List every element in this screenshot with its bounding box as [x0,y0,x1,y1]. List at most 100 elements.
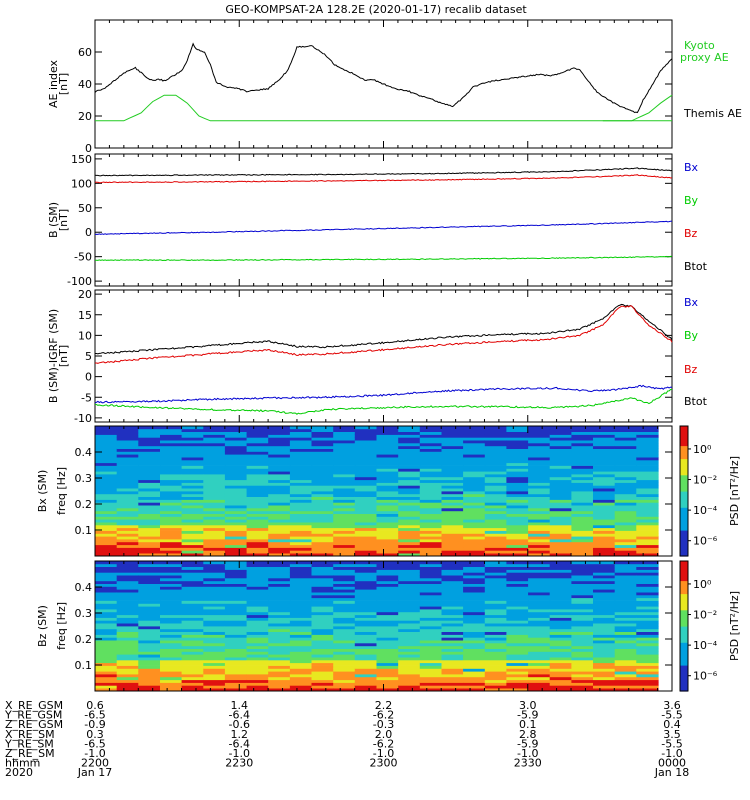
panel-spec-bx-cell [268,530,291,534]
panel-spec-bx-cell [246,457,269,461]
panel-spec-bx-cell [160,428,183,432]
panel-spec-bx-cell [506,431,529,435]
panel-spec-bz-cell [160,614,183,618]
panel-spec-bx-cell [203,451,226,455]
panel-spec-bz-cell [593,668,616,672]
panel-spec-bx-cell [376,553,399,557]
panel-spec-bz-cell [549,674,572,678]
panel-spec-bx-cell [463,505,486,509]
panel-spec-bx-cell [593,431,616,435]
panel-spec-bz-cell [441,637,464,641]
panel-spec-bx-cell [376,550,399,554]
panel-spec-bx-colorbar-step [680,539,688,544]
panel-spec-bx-cell [116,440,139,444]
panel-spec-bx-cell [181,513,204,517]
panel-spec-bx-cell [246,445,269,449]
panel-spec-bz-cell [95,631,118,635]
panel-spec-bz-cell [614,611,637,616]
panel-spec-bz-colorbar-step [680,687,688,692]
panel-spec-bx-cell [246,474,269,478]
panel-spec-bx-colorbar-step [680,533,688,538]
panel-spec-bz-cell [268,643,291,647]
panel-spec-bx-cell [203,448,226,452]
panel-spec-bz-cell [484,674,508,678]
panel-spec-bz-cell [116,620,139,624]
panel-spec-bz-cell [484,597,508,601]
panel-spec-bz-colorbar-step [680,603,688,608]
panel-spec-bz-cell [268,561,291,565]
panel-spec-bz-cell [571,688,594,692]
panel-spec-bx-cell [506,553,529,557]
panel-spec-bx-cell [311,445,334,449]
panel-spec-bx-cell [419,505,443,509]
panel-spec-bx-cell [593,459,616,464]
panel-spec-bz-cell [138,592,161,596]
ephem-row-label: hhmm [5,757,40,770]
panel-spec-bz-cell [138,628,161,632]
panel-spec-bz-cell [333,631,356,635]
panel-spec-bx-cell [549,544,572,548]
panel-spec-bx-cell [333,465,356,469]
panel-spec-bx-cell [224,553,248,557]
panel-spec-bx-cell [268,437,291,441]
panel-spec-bz-cell [246,634,269,638]
panel-spec-bx-cell [289,553,313,557]
panel-spec-bx-cell [333,527,356,531]
panel-spec-bx-cell [528,454,551,458]
panel-spec-bz-cell [549,662,572,666]
panel-spec-bz-cell [419,620,443,624]
panel-spec-bx-cell [203,547,226,551]
panel-spec-bz-cell [549,617,572,621]
panel-spec-bx-cell [354,522,378,526]
panel-spec-bz-cell [528,654,551,658]
panel-bsm-legend-bz: Bz [684,227,698,240]
panel-spec-bx-cell [549,505,572,509]
panel-spec-bz-cell [441,685,464,689]
panel-spec-bx-cell [333,522,356,526]
panel-spec-bz-colorbar-tick-label: 10⁰ [693,578,712,591]
panel-spec-bz-cell [549,645,572,649]
panel-spec-bx-cell [549,527,572,531]
panel-spec-bx-cell [181,524,204,529]
panel-spec-bz-cell [614,597,637,601]
panel-spec-bx-cell [376,502,399,506]
panel-spec-bz-cell [484,665,508,669]
panel-spec-bx-cell [289,471,313,475]
panel-spec-bx-cell [181,510,204,514]
panel-spec-bx-cell [549,457,572,461]
panel-spec-bx-cell [333,519,356,523]
panel-spec-bz-cell [419,592,443,596]
panel-spec-bz-cell [160,671,183,675]
panel-spec-bx-cell [333,510,356,514]
panel-spec-bz-cell [354,597,378,601]
panel-spec-bx-cell [614,541,637,546]
panel-spec-bz-cell [419,578,443,582]
panel-spec-bx-cell [441,541,464,546]
panel-spec-bx-cell [181,462,204,466]
panel-spec-bz-cell [506,606,529,610]
panel-spec-bx-cell [289,547,313,551]
panel-spec-bz-cell [398,685,421,689]
panel-spec-bx-cell [268,550,291,554]
panel-spec-bz-cell [614,643,637,647]
panel-spec-bz-cell [398,611,421,616]
panel-spec-bz-cell [95,603,118,607]
panel-spec-bx-cell [593,547,616,551]
panel-spec-bx-cell [268,443,291,447]
panel-spec-bx-cell [246,493,269,497]
panel-spec-bz-cell [268,620,291,624]
panel-spec-bz-cell [160,563,183,567]
panel-spec-bz-cell [484,631,508,635]
panel-spec-bz-cell [571,676,594,681]
panel-spec-bz-cell [528,640,551,644]
panel-spec-bx-cell [484,457,508,461]
panel-spec-bx-colorbar-step [680,442,688,447]
panel-spec-bx-cell [463,476,486,481]
panel-spec-bx-cell [419,468,443,472]
panel-spec-bx-cell [419,539,443,543]
panel-spec-bx-cell [268,485,291,489]
panel-ae-ytick-label: 40 [78,78,92,91]
ephem-value: -0.3 [373,718,394,731]
panel-spec-bx-cell [571,544,594,548]
panel-spec-bz-cell [484,623,508,627]
